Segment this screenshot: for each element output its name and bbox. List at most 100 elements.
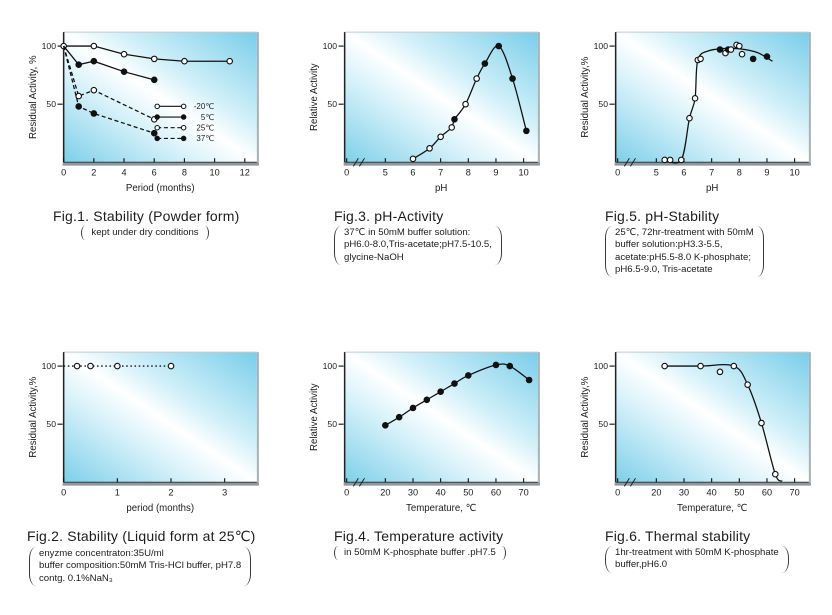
svg-text:50: 50	[598, 419, 608, 429]
fig1-caption: kept under dry conditions	[27, 226, 263, 241]
svg-text:Residual Activity,%: Residual Activity,%	[580, 376, 591, 457]
left-bracket	[334, 226, 341, 265]
svg-text:5: 5	[383, 168, 388, 178]
fig4-caption-text: in 50mM K-phosphate buffer .pH7.5	[344, 547, 496, 558]
svg-text:period (months): period (months)	[126, 503, 194, 514]
fig2-title: Fig.2. Stability (Liquid form at 25℃)	[27, 528, 256, 544]
svg-text:100: 100	[323, 361, 338, 371]
svg-text:60: 60	[491, 488, 501, 498]
left-bracket	[81, 226, 88, 241]
svg-text:6: 6	[152, 168, 157, 178]
figure-fig5: 0 5 6 7 8 9 10 50 100 pH Residual Activity,% Fig.5…	[568, 24, 826, 344]
right-bracket	[495, 226, 502, 265]
svg-text:-20℃: -20℃	[194, 102, 214, 111]
svg-text:70: 70	[519, 488, 529, 498]
svg-text:6: 6	[681, 168, 686, 178]
svg-text:3: 3	[222, 488, 227, 498]
figure-fig3: 0 5 6 7 8 9 10 50 100 pH Relative Activity Fig.3. …	[284, 24, 568, 344]
svg-text:100: 100	[42, 41, 57, 51]
svg-text:5℃: 5℃	[201, 113, 214, 122]
fig3-caption-text: 37℃ in 50mM buffer solution: pH6.0-8.0,T…	[344, 227, 492, 263]
left-bracket	[605, 226, 612, 278]
svg-text:Residual Activity,%: Residual Activity,%	[580, 56, 591, 137]
svg-text:50: 50	[46, 419, 56, 429]
left-bracket	[334, 546, 341, 561]
fig6-title: Fig.6. Thermal stability	[605, 528, 751, 544]
svg-text:12: 12	[240, 168, 250, 178]
svg-text:30: 30	[408, 488, 418, 498]
fig4-caption: in 50mM K-phosphate buffer .pH7.5	[334, 546, 544, 561]
svg-text:100: 100	[323, 41, 338, 51]
fig5-title: Fig.5. pH-Stability	[605, 208, 720, 224]
fig6-thermal-stability-chart: 0 20 30 40 50 60 70 50 100 Temperature, ℃ Residual…	[580, 351, 811, 514]
svg-text:0: 0	[344, 168, 349, 178]
figure-fig1: 0 2 4 6 8 10 12 50 100 Period (months) Residual Ac…	[6, 24, 284, 344]
svg-text:100: 100	[594, 361, 609, 371]
svg-text:6: 6	[410, 168, 415, 178]
svg-text:100: 100	[594, 41, 609, 51]
fig2-caption: enyzme concentraton:35U/ml buffer compos…	[29, 547, 263, 586]
svg-text:8: 8	[466, 168, 471, 178]
svg-text:2: 2	[91, 168, 96, 178]
right-bracket	[202, 226, 209, 241]
svg-text:50: 50	[734, 488, 744, 498]
svg-text:60: 60	[762, 488, 772, 498]
svg-text:7: 7	[709, 168, 714, 178]
svg-text:9: 9	[493, 168, 498, 178]
svg-text:0: 0	[61, 168, 66, 178]
svg-text:0: 0	[615, 488, 620, 498]
svg-text:8: 8	[182, 168, 187, 178]
figure-fig2: 0 1 2 3 50 100 period (months) Residual Activit…	[6, 344, 284, 586]
fig1-title: Fig.1. Stability (Powder form)	[53, 208, 240, 224]
fig2-caption-text: enyzme concentraton:35U/ml buffer compos…	[39, 548, 242, 584]
fig2-stability-liquid-chart: 0 1 2 3 50 100 period (months) Residual Activit…	[28, 351, 259, 514]
fig3-title: Fig.3. pH-Activity	[334, 208, 444, 224]
svg-text:pH: pH	[706, 183, 718, 194]
fig1-caption-text: kept under dry conditions	[91, 227, 199, 238]
svg-text:50: 50	[327, 99, 337, 109]
fig5-caption-text: 25℃, 72hr-treatment with 50mM buffer sol…	[615, 227, 754, 275]
fig5-ph-stability-chart: 0 5 6 7 8 9 10 50 100 pH Residual Activity,%	[580, 31, 811, 194]
svg-text:Residual Activity, %: Residual Activity, %	[28, 55, 39, 139]
right-bracket	[244, 547, 252, 586]
fig4-temperature-activity-chart: 0 20 30 40 50 60 70 50 100 Temperature, ℃ Relative…	[309, 351, 540, 514]
svg-text:10: 10	[519, 168, 529, 178]
svg-text:7: 7	[438, 168, 443, 178]
svg-text:0: 0	[61, 488, 66, 498]
svg-text:1: 1	[115, 488, 120, 498]
svg-text:10: 10	[210, 168, 220, 178]
svg-text:Temperature, ℃: Temperature, ℃	[406, 503, 477, 514]
svg-text:0: 0	[615, 168, 620, 178]
svg-text:pH: pH	[435, 183, 447, 194]
right-bracket	[499, 546, 506, 561]
svg-text:Temperature, ℃: Temperature, ℃	[677, 503, 748, 514]
fig3-ph-activity-chart: 0 5 6 7 8 9 10 50 100 pH Relative Activity	[309, 31, 540, 194]
figure-fig6: 0 20 30 40 50 60 70 50 100 Temperature, ℃ Residual…	[568, 344, 826, 586]
svg-text:40: 40	[707, 488, 717, 498]
svg-text:4: 4	[121, 168, 126, 178]
svg-text:40: 40	[436, 488, 446, 498]
svg-text:25℃: 25℃	[196, 124, 214, 133]
right-bracket	[757, 226, 764, 278]
figure-fig4: 0 20 30 40 50 60 70 50 100 Temperature, ℃ Relative…	[284, 344, 568, 586]
left-bracket	[29, 547, 36, 586]
fig6-caption-text: 1hr-treatment with 50mM K-phosphate buff…	[615, 547, 779, 571]
svg-text:30: 30	[679, 488, 689, 498]
svg-text:Relative Activity: Relative Activity	[309, 383, 320, 451]
svg-text:70: 70	[790, 488, 800, 498]
right-bracket	[782, 546, 789, 573]
left-bracket	[605, 546, 612, 573]
svg-text:0: 0	[344, 488, 349, 498]
svg-text:50: 50	[327, 419, 337, 429]
svg-text:2: 2	[168, 488, 173, 498]
svg-text:5: 5	[654, 168, 659, 178]
svg-text:20: 20	[380, 488, 390, 498]
fig6-caption: 1hr-treatment with 50mM K-phosphate buff…	[605, 546, 815, 573]
figure-sheet: 0 2 4 6 8 10 12 50 100 Period (months) Residual Ac…	[6, 24, 826, 586]
svg-text:Relative Activity: Relative Activity	[309, 63, 320, 131]
svg-text:8: 8	[737, 168, 742, 178]
svg-text:Period (months): Period (months)	[126, 183, 195, 194]
svg-text:20: 20	[651, 488, 661, 498]
svg-text:9: 9	[764, 168, 769, 178]
svg-text:37℃: 37℃	[196, 134, 214, 143]
